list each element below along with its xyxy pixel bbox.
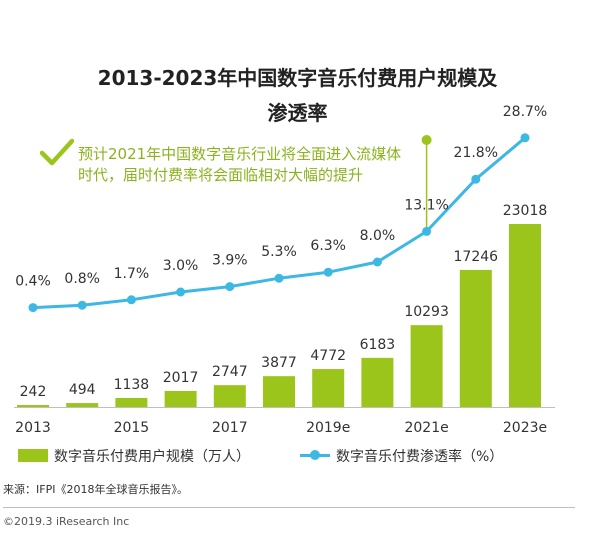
x-tick-label: 2015 bbox=[114, 420, 150, 436]
checkmark-icon bbox=[40, 138, 74, 166]
bar-label: 1138 bbox=[114, 377, 150, 393]
legend-line-label: 数字音乐付费渗透率（%） bbox=[336, 449, 504, 465]
line-label: 5.3% bbox=[261, 244, 297, 260]
bar-2023e bbox=[509, 224, 541, 407]
line-point bbox=[77, 300, 87, 310]
legend-bar-swatch bbox=[18, 449, 48, 462]
legend-line: 数字音乐付费渗透率（%） bbox=[300, 446, 503, 466]
footer-divider bbox=[3, 507, 575, 508]
bar-label: 6183 bbox=[360, 337, 396, 353]
line-label: 28.7% bbox=[503, 104, 547, 120]
line-label: 6.3% bbox=[310, 238, 346, 254]
line-point bbox=[176, 287, 186, 297]
x-tick-label: 2023e bbox=[503, 420, 547, 436]
chart-title-line1: 2013-2023年中国数字音乐付费用户规模及 bbox=[97, 66, 498, 90]
line-point bbox=[274, 273, 284, 283]
line-label: 0.4% bbox=[15, 274, 51, 290]
bar-2014 bbox=[66, 403, 99, 407]
line-label: 3.0% bbox=[163, 258, 199, 274]
bar-label: 242 bbox=[20, 384, 47, 400]
line-label: 0.8% bbox=[64, 271, 100, 287]
x-tick-label: 2017 bbox=[212, 420, 248, 436]
legend-bar: 数字音乐付费用户规模（万人） bbox=[18, 446, 250, 466]
bar-label: 2747 bbox=[212, 364, 248, 380]
bar-2022e bbox=[459, 269, 492, 407]
legend-bar-label: 数字音乐付费用户规模（万人） bbox=[54, 449, 250, 465]
bar-label: 3877 bbox=[261, 355, 297, 371]
line-label: 1.7% bbox=[114, 266, 150, 282]
bar-label: 10293 bbox=[404, 304, 449, 320]
x-tick-label: 2013 bbox=[15, 420, 51, 436]
bar-2021e bbox=[410, 325, 443, 407]
line-point bbox=[372, 257, 382, 267]
bar-2013 bbox=[17, 405, 49, 407]
annotation-note: 预计2021年中国数字音乐行业将全面进入流媒体时代，届时付费率将会面临相对大幅的… bbox=[78, 145, 402, 184]
line-point bbox=[323, 267, 333, 277]
line-point bbox=[28, 303, 38, 313]
line-point bbox=[471, 174, 481, 184]
bar-label: 494 bbox=[69, 382, 96, 398]
line-point bbox=[422, 226, 432, 236]
bar-label: 4772 bbox=[310, 348, 346, 364]
bar-2019e bbox=[312, 369, 345, 407]
line-point bbox=[225, 282, 235, 292]
bar-label: 23018 bbox=[503, 203, 548, 219]
line-label: 21.8% bbox=[454, 145, 498, 161]
line-label: 8.0% bbox=[360, 228, 396, 244]
bar-label: 2017 bbox=[163, 370, 199, 386]
legend-line-swatch bbox=[300, 450, 330, 460]
x-tick-label: 2019e bbox=[306, 420, 350, 436]
copyright: ©2019.3 iResearch Inc bbox=[3, 515, 130, 528]
x-tick-label: 2021e bbox=[404, 420, 448, 436]
bar-label: 17246 bbox=[454, 249, 499, 265]
bar-2015 bbox=[115, 397, 148, 407]
line-label: 3.9% bbox=[212, 253, 248, 269]
source-note: 来源：IFPI《2018年全球音乐报告》。 bbox=[3, 483, 188, 496]
chart-title-line2: 渗透率 bbox=[267, 101, 328, 125]
line-label: 13.1% bbox=[404, 197, 448, 213]
bar-2018 bbox=[263, 376, 295, 407]
bar-2016 bbox=[164, 390, 197, 407]
bar-2017 bbox=[213, 385, 246, 407]
bar-2020e bbox=[361, 357, 394, 407]
line-point bbox=[520, 133, 530, 143]
annotation-leader-dot bbox=[421, 135, 432, 145]
line-point bbox=[126, 295, 136, 305]
